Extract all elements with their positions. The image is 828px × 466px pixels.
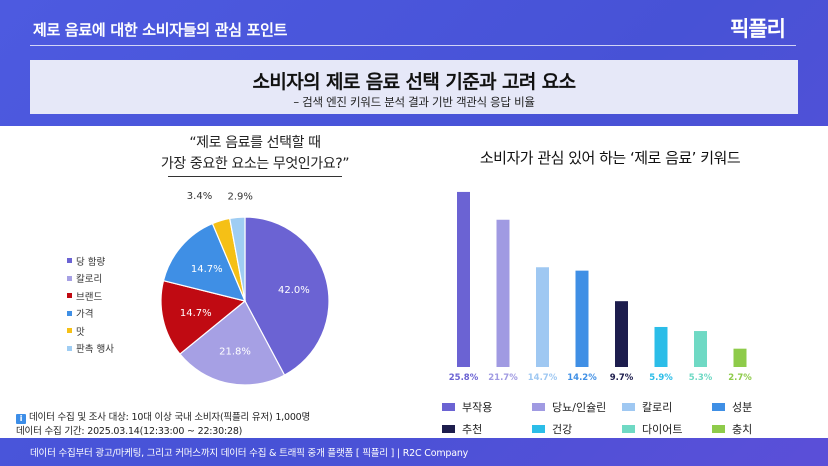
legend-label: 추천 [462, 423, 483, 436]
title-band: 소비자의 제로 음료 선택 기준과 고려 요소 – 검색 엔진 키워드 분석 결… [30, 60, 798, 114]
legend-swatch [67, 345, 72, 351]
legend-label: 칼로리 [642, 401, 673, 414]
pie-slice [162, 222, 247, 302]
pie-slice-label: 14.7% [191, 264, 223, 275]
bar-chart: 25.8% 21.7% 14.7% 14.2% 9.7% 5.9% 5.3% 2.7% [449, 191, 752, 383]
bar [536, 267, 549, 367]
header-title: 제로 음료에 대한 소비자들의 관심 포인트 [33, 21, 288, 39]
bar [733, 348, 747, 367]
legend-swatch [622, 425, 635, 433]
pie-slice-label: 42.0% [278, 285, 310, 296]
legend-swatch [712, 425, 725, 433]
legend-label: 당뇨/인슐린 [552, 401, 607, 414]
legend-label: 맛 [76, 326, 85, 338]
legend-swatch [532, 425, 545, 433]
pie-slice [179, 300, 286, 386]
note-line1: 데이터 수집 및 조사 대상: 10대 이상 국내 소비자(픽플리 유저) 1,… [29, 412, 311, 423]
pie-question-line2: 가장 중요한 요소는 무엇인가요?” [160, 156, 350, 172]
pie-legend-item: 칼로리 [67, 270, 114, 288]
bar [615, 301, 628, 367]
pie-legend-item: 가격 [67, 305, 114, 323]
bar [575, 270, 589, 367]
survey-note: i 데이터 수집 및 조사 대상: 10대 이상 국내 소비자(픽플리 유저) 1… [16, 411, 310, 438]
legend-label: 다이어트 [642, 423, 683, 436]
bar-value-label: 21.7% [488, 373, 518, 383]
pie-slice [160, 279, 247, 355]
bar-legend-item: 당뇨/인슐린 [532, 399, 606, 415]
bar-legend-item: 부작용 [442, 399, 492, 415]
pie-slice-label: 3.4% [187, 191, 212, 202]
legend-swatch [67, 310, 72, 316]
legend-swatch [67, 258, 72, 264]
pie-question-underline [168, 176, 342, 177]
pie-slice-label: 14.7% [180, 308, 212, 319]
bar-legend-item: 성분 [712, 399, 752, 415]
legend-label: 성분 [732, 401, 753, 414]
bar-value-label: 14.2% [567, 373, 597, 383]
bar-legend-item: 충치 [712, 421, 752, 437]
bar-legend-item: 추천 [442, 421, 482, 437]
bar-value-label: 14.7% [528, 373, 558, 383]
bar-value-label: 2.7% [728, 373, 752, 383]
legend-swatch [442, 425, 455, 433]
main-title: 소비자의 제로 음료 선택 기준과 고려 요소 [252, 71, 576, 93]
pie-slice [229, 216, 246, 302]
brand-logo: 픽플리 [730, 17, 786, 41]
bar-value-label: 5.9% [649, 373, 673, 383]
legend-label: 가격 [76, 309, 94, 321]
pie-legend-item: 판촉 행사 [67, 340, 114, 358]
bar-value-label: 9.7% [610, 373, 634, 383]
legend-swatch [532, 403, 545, 411]
legend-label: 칼로리 [76, 274, 103, 286]
header-divider [30, 45, 796, 46]
pie-legend-item: 당 함량 [67, 252, 114, 270]
pie-question-line1: “제로 음료를 선택할 때 [189, 135, 321, 151]
legend-label: 브랜드 [76, 291, 103, 303]
sub-title: – 검색 엔진 키워드 분석 결과 기반 객관식 응답 비율 [293, 95, 535, 109]
bar-value-label: 5.3% [689, 373, 713, 383]
content-card [0, 126, 828, 438]
pie-slice-label: 2.9% [228, 191, 253, 202]
bar [654, 326, 668, 367]
pie-slice [244, 216, 330, 376]
legend-swatch [622, 403, 635, 411]
bar [694, 331, 707, 367]
legend-swatch [442, 403, 455, 411]
legend-swatch [712, 403, 725, 411]
legend-swatch [67, 328, 72, 334]
legend-swatch [67, 293, 72, 299]
info-icon: i [16, 414, 26, 424]
bar-chart-title: 소비자가 관심 있어 하는 ‘제로 음료’ 키워드 [479, 149, 741, 167]
bar-value-label: 25.8% [449, 373, 479, 383]
pie-legend-item: 맛 [67, 322, 114, 340]
bar-legend-item: 칼로리 [622, 399, 672, 415]
legend-label: 부작용 [462, 401, 493, 414]
footer-text: 데이터 수집부터 광고/마케팅, 그리고 커머스까지 데이터 수집 & 트래픽 … [30, 448, 469, 459]
bar-legend-item: 건강 [532, 421, 572, 437]
pie-legend-item: 브랜드 [67, 287, 114, 305]
legend-label: 당 함량 [76, 256, 106, 268]
pie-chart: 42.0% 21.8% 14.7% 14.7% 3.4% 2.9% [160, 191, 330, 386]
pie-slice-label: 21.8% [219, 346, 251, 357]
bar [496, 219, 510, 367]
legend-label: 건강 [552, 423, 573, 436]
legend-label: 충치 [732, 423, 753, 436]
bar-legend-item: 다이어트 [622, 421, 682, 437]
bar [457, 191, 470, 367]
note-line2: 데이터 수집 기간: 2025.03.14(12:33:00 ~ 22:30:2… [16, 425, 243, 437]
pie-question: “제로 음료를 선택할 때 가장 중요한 요소는 무엇인가요?” [130, 133, 380, 175]
legend-swatch [67, 275, 72, 281]
legend-label: 판촉 행사 [76, 344, 114, 356]
